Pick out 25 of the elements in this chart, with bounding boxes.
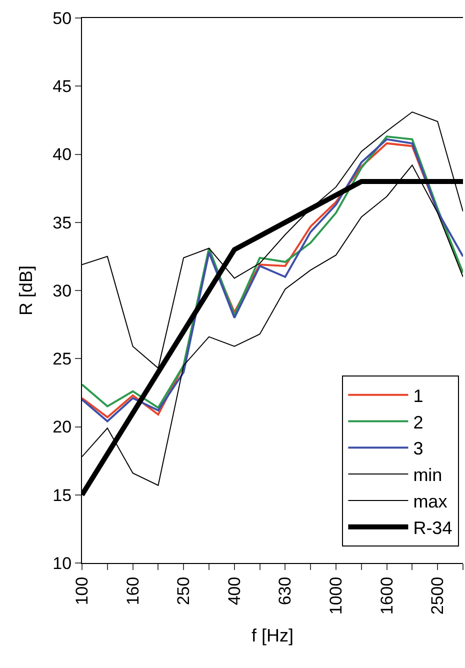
- legend-label: max: [413, 491, 448, 512]
- legend-label: 1: [413, 386, 424, 406]
- legend-label: min: [413, 465, 442, 486]
- y-tick-label: 15: [52, 486, 72, 505]
- x-tick-label: 400: [224, 576, 244, 606]
- x-axis-title: f [Hz]: [251, 626, 294, 646]
- y-tick-label: 20: [52, 418, 72, 437]
- y-tick-label: 10: [52, 554, 72, 573]
- legend-label: R-34: [413, 518, 452, 538]
- legend-label: 2: [413, 412, 424, 432]
- x-tick-label: 2500: [428, 576, 448, 615]
- y-tick-label: 25: [52, 350, 72, 369]
- y-tick-label: 50: [52, 8, 72, 28]
- x-tick-label: 160: [123, 576, 142, 606]
- y-tick-label: 45: [52, 77, 72, 96]
- x-tick-label: 100: [72, 576, 92, 606]
- x-tick-label: 1000: [326, 576, 346, 615]
- x-tick-label: 630: [276, 576, 295, 606]
- y-tick-label: 30: [52, 281, 72, 300]
- legend-label: 3: [413, 438, 424, 459]
- y-tick-label: 35: [52, 213, 72, 232]
- x-tick-label: 250: [174, 576, 194, 606]
- x-tick-label: 1600: [377, 576, 396, 615]
- y-axis-title: R [dB]: [16, 265, 36, 316]
- y-tick-label: 40: [52, 145, 72, 164]
